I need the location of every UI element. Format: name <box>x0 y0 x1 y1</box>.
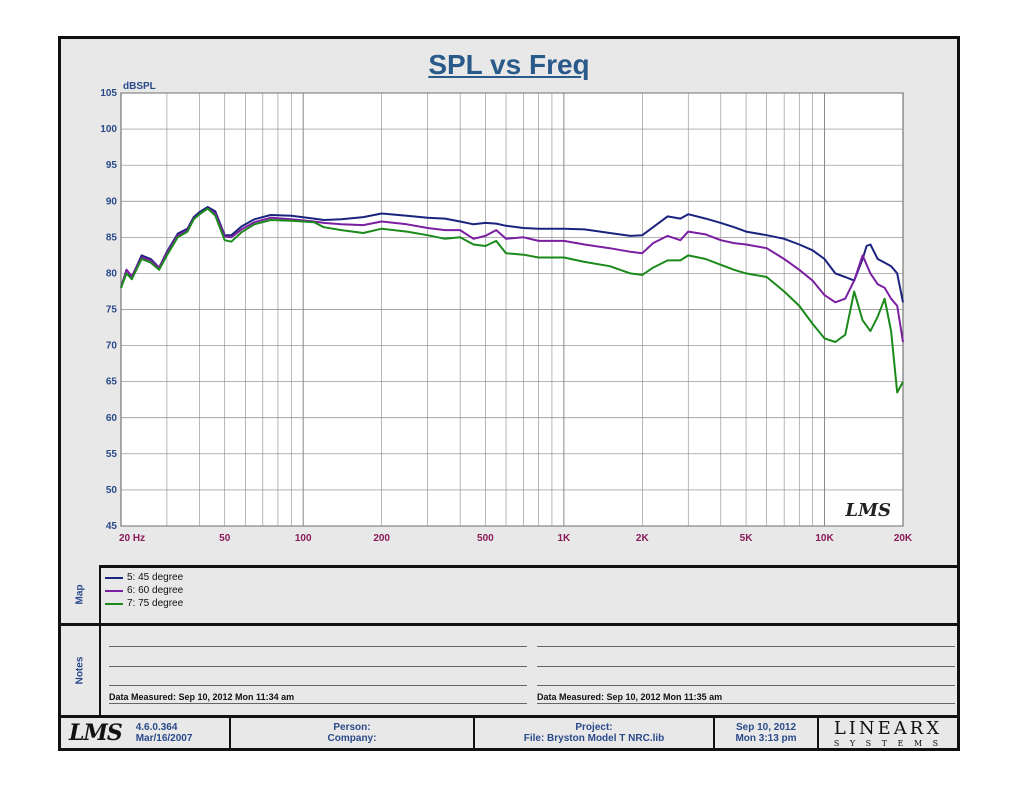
footer-bar: LMS 4.6.0.364 Mar/16/2007 Person: Compan… <box>61 715 957 751</box>
x-tick-label: 200 <box>373 533 390 544</box>
legend-item-75: 7: 75 degree <box>105 597 183 610</box>
y-tick-label: 45 <box>106 521 118 532</box>
y-tick-label: 100 <box>100 124 117 135</box>
map-panel: Map 5: 45 degree 6: 60 degree 7: 75 degr… <box>61 565 957 626</box>
legend-swatch-45 <box>105 576 123 579</box>
note-measured-right: Data Measured: Sep 10, 2012 Mon 11:35 am <box>537 692 723 702</box>
x-tick-label: 1K <box>557 533 571 544</box>
brand-cell: LINEARX S Y S T E M S <box>819 715 957 751</box>
y-tick-label: 55 <box>106 449 118 460</box>
x-tick-label: 20 Hz <box>119 533 145 544</box>
legend-label-75: 7: 75 degree <box>127 598 184 609</box>
spl-chart: 105 100 95 90 85 80 75 70 65 60 55 50 45 dBSPL 20 Hz 50… <box>100 81 913 544</box>
note-line <box>537 703 955 704</box>
y-tick-label: 70 <box>106 341 118 352</box>
project-file: File: Bryston Model T NRC.lib <box>523 733 665 744</box>
note-line <box>537 666 955 667</box>
x-tick-label: 500 <box>477 533 494 544</box>
legend-item-60: 6: 60 degree <box>105 584 183 597</box>
notes-label-text: Notes <box>74 656 86 685</box>
version-block: 4.6.0.364 Mar/16/2007 <box>136 722 193 744</box>
datetime-cell: Sep 10, 2012 Mon 3:13 pm <box>715 715 819 751</box>
series-line-2 <box>120 207 904 394</box>
y-tick-label: 105 <box>100 88 117 99</box>
y-tick-label: 50 <box>106 485 118 496</box>
lms-watermark: LMS <box>844 500 891 521</box>
y-tick-label: 85 <box>106 232 118 243</box>
notes-label: Notes <box>61 626 101 715</box>
legend-label-45: 5: 45 degree <box>127 572 184 583</box>
report-frame: SPL vs Freq 105 100 95 90 85 80 75 70 65 60 55 50 45… <box>58 36 960 751</box>
x-tick-label: 20K <box>894 533 913 544</box>
x-tick-label: 100 <box>295 533 312 544</box>
chart-title: SPL vs Freq <box>428 49 590 80</box>
lms-logo: LMS <box>69 720 123 746</box>
note-line <box>109 646 527 647</box>
footer-date: Sep 10, 2012 <box>735 722 797 733</box>
company-label: Company: <box>327 733 377 744</box>
map-label: Map <box>61 565 101 623</box>
note-line <box>109 685 527 686</box>
version-number: 4.6.0.364 <box>135 722 178 733</box>
chart-panel: SPL vs Freq 105 100 95 90 85 80 75 70 65 60 55 50 45… <box>61 39 957 568</box>
x-tick-label: 2K <box>636 533 650 544</box>
notes-panel: Notes Data Measured: Sep 10, 2012 Mon 11… <box>61 626 957 718</box>
note-line <box>109 703 527 704</box>
footer-time: Mon 3:13 pm <box>735 733 797 744</box>
project-cell: Project: File: Bryston Model T NRC.lib <box>475 715 715 751</box>
y-tick-label: 80 <box>106 268 118 279</box>
version-date: Mar/16/2007 <box>135 733 193 744</box>
series-line-0 <box>120 206 904 303</box>
x-tick-label: 5K <box>740 533 754 544</box>
y-tick-label: 75 <box>106 305 118 316</box>
brand-logo: LINEARX <box>833 718 943 739</box>
person-cell: Person: Company: <box>231 715 475 751</box>
footer-logo-cell: LMS 4.6.0.364 Mar/16/2007 <box>61 715 231 751</box>
y-tick-label: 65 <box>106 377 118 388</box>
note-measured-left: Data Measured: Sep 10, 2012 Mon 11:34 am <box>109 692 295 702</box>
map-label-text: Map <box>74 584 86 604</box>
legend-label-60: 6: 60 degree <box>127 585 184 596</box>
x-tick-label: 10K <box>815 533 834 544</box>
note-line <box>537 685 955 686</box>
legend-swatch-75 <box>105 602 123 605</box>
brand-subtitle: S Y S T E M S <box>833 739 943 748</box>
project-label: Project: <box>575 722 613 733</box>
x-tick-label: 50 <box>219 533 231 544</box>
y-tick-label: 90 <box>106 196 118 207</box>
legend-swatch-60 <box>105 589 123 592</box>
y-tick-label: 60 <box>106 413 118 424</box>
person-label: Person: <box>333 722 371 733</box>
y-tick-label: 95 <box>106 160 118 171</box>
legend: 5: 45 degree 6: 60 degree 7: 75 degree <box>105 571 183 610</box>
note-line <box>109 666 527 667</box>
y-axis-label: dBSPL <box>123 81 156 92</box>
legend-item-45: 5: 45 degree <box>105 571 183 584</box>
note-line <box>537 646 955 647</box>
